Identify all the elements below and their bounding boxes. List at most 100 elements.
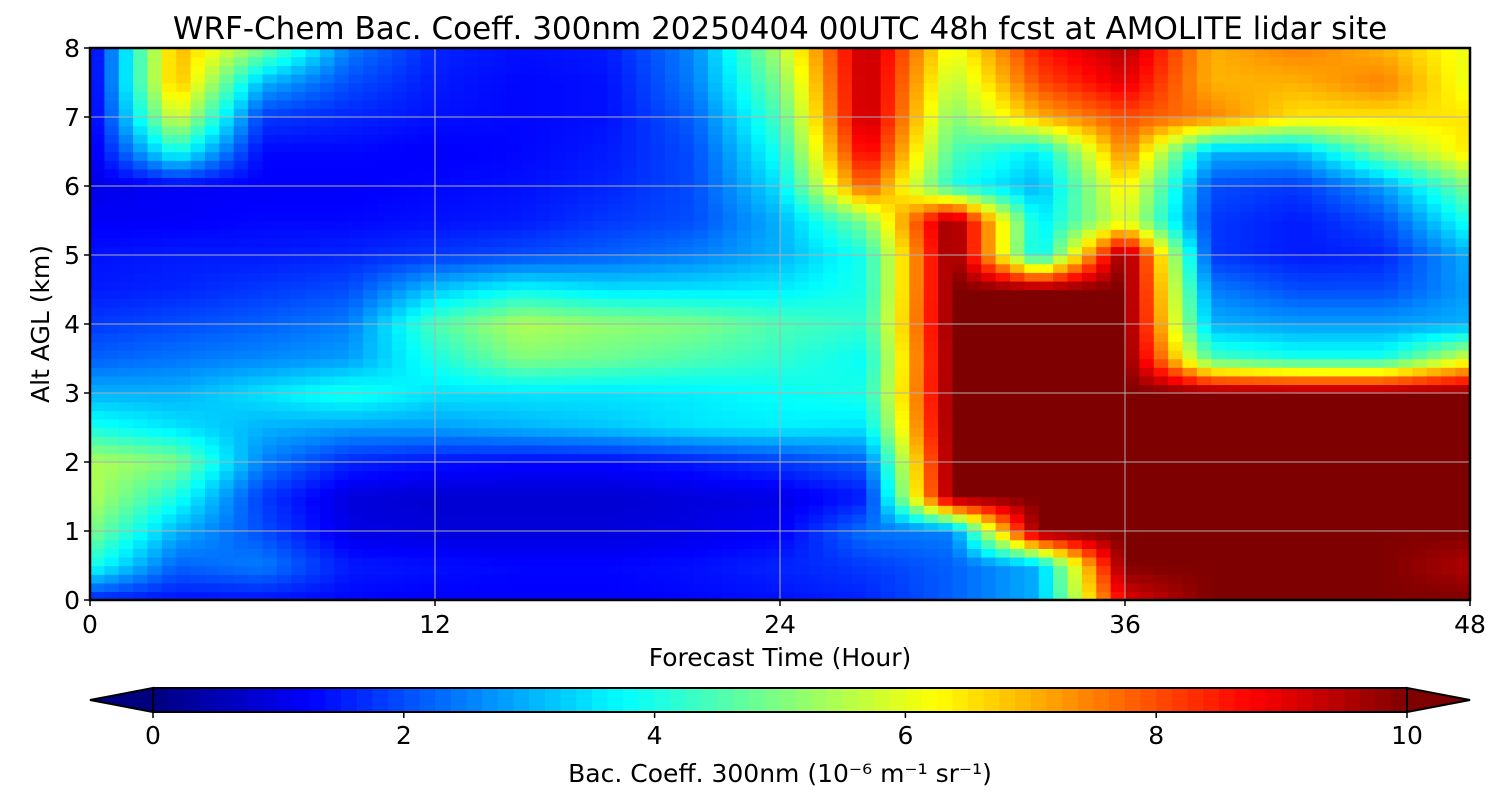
heatmap-cell: [406, 487, 422, 498]
heatmap-cell: [1110, 134, 1126, 144]
heatmap-cell: [1139, 168, 1155, 179]
heatmap-cell: [535, 505, 551, 515]
heatmap-cell: [679, 91, 695, 101]
heatmap-cell: [938, 341, 954, 351]
heatmap-cell: [1038, 367, 1054, 377]
heatmap-cell: [650, 315, 666, 325]
heatmap-cell: [550, 462, 566, 472]
heatmap-cell: [406, 539, 422, 549]
heatmap-cell: [90, 496, 106, 506]
heatmap-cell: [708, 582, 724, 593]
heatmap-cell: [463, 487, 479, 498]
heatmap-cell: [607, 341, 623, 351]
heatmap-cell: [334, 298, 350, 308]
heatmap-cell: [1110, 496, 1126, 506]
heatmap-cell: [291, 479, 307, 489]
heatmap-cell: [420, 186, 436, 196]
heatmap-cell: [1168, 211, 1184, 222]
heatmap-cell: [1067, 255, 1083, 265]
heatmap-cell: [478, 246, 494, 256]
heatmap-cell: [880, 444, 896, 455]
heatmap-cell: [621, 531, 637, 541]
heatmap-cell: [1096, 82, 1112, 92]
heatmap-cell: [190, 315, 206, 325]
heatmap-cell: [1067, 125, 1083, 135]
heatmap-cell: [104, 324, 120, 334]
heatmap-cell: [1125, 487, 1141, 498]
heatmap-cell: [722, 73, 738, 84]
heatmap-cell: [1196, 487, 1212, 498]
heatmap-cell: [391, 237, 407, 248]
heatmap-cell: [363, 99, 379, 110]
heatmap-cell: [895, 306, 911, 317]
heatmap-cell: [449, 65, 465, 75]
heatmap-cell: [578, 125, 594, 135]
heatmap-cell: [219, 574, 235, 584]
heatmap-cell: [736, 393, 752, 403]
heatmap-cell: [665, 315, 681, 325]
heatmap-cell: [593, 99, 609, 110]
heatmap-cell: [866, 393, 882, 403]
heatmap-cell: [118, 470, 134, 480]
heatmap-cell: [391, 160, 407, 170]
heatmap-cell: [248, 48, 264, 58]
heatmap-cell: [420, 522, 436, 532]
heatmap-cell: [1067, 220, 1083, 230]
heatmap-cell: [305, 263, 321, 273]
heatmap-cell: [233, 324, 249, 334]
heatmap-cell: [765, 160, 781, 170]
heatmap-cell: [938, 324, 954, 334]
heatmap-cell: [866, 513, 882, 524]
heatmap-cell: [1067, 470, 1083, 480]
heatmap-cell: [161, 591, 177, 600]
heatmap-cell: [851, 574, 867, 584]
heatmap-cell: [938, 263, 954, 273]
heatmap-cell: [780, 56, 796, 66]
heatmap-cell: [1038, 203, 1054, 213]
heatmap-cell: [1139, 522, 1155, 532]
heatmap-cell: [966, 263, 982, 273]
heatmap-cell: [161, 82, 177, 92]
heatmap-cell: [981, 505, 997, 515]
heatmap-cell: [363, 160, 379, 170]
heatmap-cell: [248, 375, 264, 386]
heatmap-cell: [492, 324, 508, 334]
heatmap-cell: [593, 211, 609, 222]
heatmap-cell: [909, 82, 925, 92]
heatmap-cell: [708, 186, 724, 196]
heatmap-cell: [90, 117, 106, 127]
heatmap-cell: [161, 358, 177, 368]
heatmap-cell: [966, 410, 982, 420]
heatmap-cell: [880, 427, 896, 437]
heatmap-cell: [923, 186, 939, 196]
heatmap-cell: [1081, 332, 1097, 342]
heatmap-cell: [190, 177, 206, 187]
heatmap-cell: [291, 462, 307, 472]
heatmap-cell: [506, 203, 522, 213]
heatmap-cell: [291, 453, 307, 463]
heatmap-cell: [219, 186, 235, 196]
heatmap-cell: [679, 410, 695, 420]
heatmap-cell: [435, 203, 451, 213]
heatmap-cell: [1139, 513, 1155, 524]
heatmap-cell: [1067, 384, 1083, 394]
heatmap-cell: [736, 280, 752, 291]
heatmap-cell: [176, 280, 192, 291]
heatmap-cell: [420, 436, 436, 446]
heatmap-cell: [463, 453, 479, 463]
heatmap-cell: [751, 487, 767, 498]
heatmap-cell: [636, 99, 652, 110]
heatmap-cell: [133, 237, 149, 248]
heatmap-cell: [981, 393, 997, 403]
heatmap-cell: [751, 513, 767, 524]
heatmap-cell: [621, 108, 637, 118]
heatmap-cell: [923, 220, 939, 230]
heatmap-cell: [1182, 470, 1198, 480]
heatmap-cell: [478, 324, 494, 334]
heatmap-cell: [90, 548, 106, 558]
heatmap-cell: [1125, 384, 1141, 394]
heatmap-cell: [636, 246, 652, 256]
heatmap-cell: [205, 151, 221, 161]
heatmap-cell: [708, 246, 724, 256]
heatmap-cell: [276, 246, 292, 256]
